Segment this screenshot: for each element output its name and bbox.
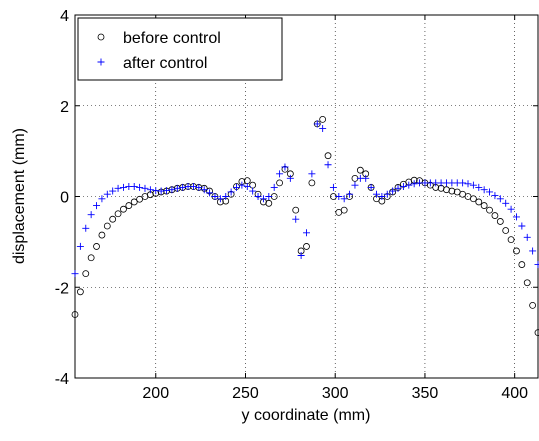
x-tick-label: 200	[142, 385, 169, 402]
legend-label: before control	[123, 30, 221, 47]
x-tick-label: 350	[412, 385, 439, 402]
x-axis-label: y coordinate (mm)	[242, 407, 371, 424]
y-tick-label: 4	[60, 8, 69, 25]
y-axis-label: displacement (mm)	[11, 128, 28, 264]
legend-label: after control	[123, 55, 207, 72]
y-tick-label: -2	[55, 280, 69, 297]
y-tick-label: -4	[55, 371, 69, 388]
y-tick-label: 2	[60, 99, 69, 116]
x-tick-label: 300	[322, 385, 349, 402]
y-tick-label: 0	[60, 190, 69, 207]
x-tick-label: 250	[232, 385, 259, 402]
legend: before control after control	[78, 18, 282, 80]
x-tick-label: 400	[501, 385, 528, 402]
